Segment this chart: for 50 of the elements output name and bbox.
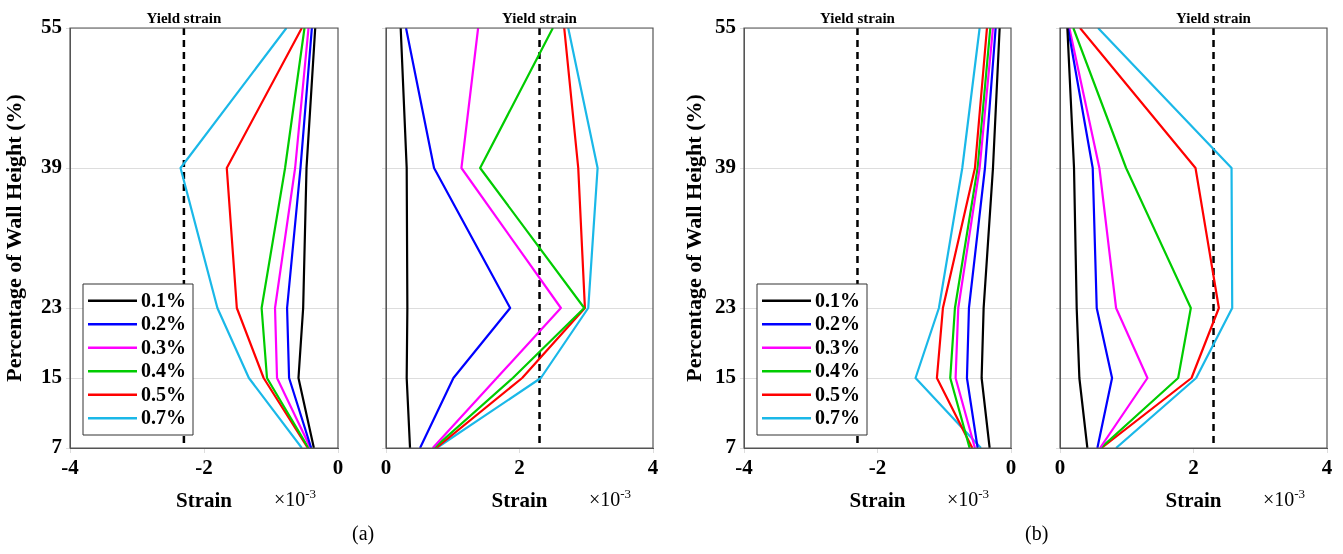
x-axis-title: Strain <box>849 487 906 512</box>
x-tick-label: 0 <box>1005 455 1017 480</box>
x-axis-title: Strain <box>491 487 548 512</box>
x-tick-label: 4 <box>647 455 659 480</box>
y-axis-title: Percentage of Wall Height (%) <box>680 94 706 382</box>
y-tick-label: 39 <box>715 154 736 179</box>
y-tick-label: 7 <box>725 434 736 459</box>
legend-label: 0.5% <box>815 382 860 405</box>
ref-line-label: Yield strain <box>146 10 222 27</box>
legend-label: 0.4% <box>141 359 186 382</box>
y-tick-label: 23 <box>715 294 736 319</box>
y-tick-label: 23 <box>41 294 62 319</box>
ref-line-label: Yield strain <box>1176 10 1252 27</box>
text: ×10$^{-3}$ <box>274 486 317 511</box>
x-axis-title: Strain <box>1165 487 1222 512</box>
text: ×10$^{-3}$ <box>1263 486 1306 511</box>
x-axis-title: Strain <box>175 487 233 512</box>
text: ×10$^{-3}$ <box>947 486 990 511</box>
text: (a) <box>352 522 375 545</box>
x-tick-label: 4 <box>1321 455 1333 480</box>
y-tick-label: 15 <box>41 364 62 389</box>
x-tick-label: -2 <box>195 455 213 480</box>
legend-label: 0.7% <box>815 406 860 429</box>
text: (b) <box>1025 522 1049 545</box>
legend-label: 0.4% <box>815 359 860 382</box>
legend-label: 0.2% <box>815 312 860 335</box>
y-axis-title: Percentage of Wall Height (%) <box>0 94 26 382</box>
ref-line-label: Yield strain <box>820 10 896 27</box>
x-tick-label: 0 <box>380 455 392 480</box>
y-tick-label: 7 <box>51 434 62 459</box>
x-tick-label: 2 <box>514 455 525 480</box>
y-tick-label: 55 <box>715 14 736 39</box>
legend-label: 0.1% <box>815 288 860 311</box>
x-tick-label: 0 <box>1054 455 1066 480</box>
x-tick-label: -4 <box>735 455 754 480</box>
legend-label: 0.7% <box>141 406 186 429</box>
x-tick-label: -2 <box>868 455 887 480</box>
x-tick-label: 2 <box>1188 455 1199 480</box>
ref-line-label: Yield strain <box>502 10 578 27</box>
x-tick-label: -4 <box>61 455 80 480</box>
legend-label: 0.5% <box>141 382 186 405</box>
legend-label: 0.1% <box>141 288 186 311</box>
x-tick-label: 0 <box>332 455 344 480</box>
text: ×10$^{-3}$ <box>589 486 632 511</box>
legend-label: 0.2% <box>141 312 186 335</box>
y-tick-label: 15 <box>715 364 736 389</box>
legend-label: 0.3% <box>815 335 860 358</box>
y-tick-label: 39 <box>41 154 62 179</box>
y-tick-label: 55 <box>41 14 62 39</box>
legend-label: 0.3% <box>141 335 186 358</box>
